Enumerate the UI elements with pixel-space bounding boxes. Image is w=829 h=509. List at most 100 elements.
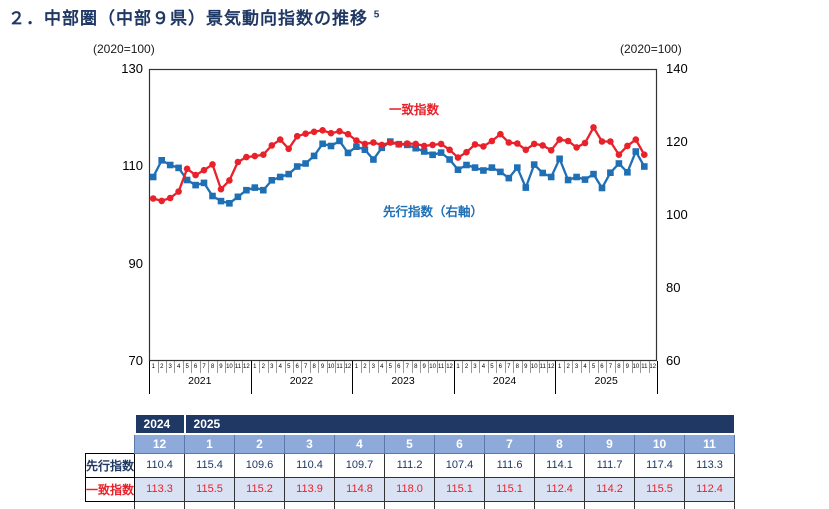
coincident-value-cell: 115.5 xyxy=(184,476,236,502)
coincident-marker xyxy=(370,139,377,146)
leading-marker xyxy=(149,173,157,181)
leading-marker xyxy=(336,137,343,145)
leading-value-cell: 109.6 xyxy=(234,452,286,478)
month-tick-mark xyxy=(369,361,371,373)
coincident-marker xyxy=(361,140,369,148)
coincident-marker xyxy=(209,161,216,168)
year-boundary-tick xyxy=(657,361,658,394)
coincident-marker xyxy=(590,124,597,131)
month-tick-mark xyxy=(318,361,320,373)
coincident-marker xyxy=(471,141,479,148)
month-tick-mark xyxy=(428,361,430,373)
leading-marker xyxy=(361,146,369,153)
month-tick-label: 11 xyxy=(336,364,343,370)
coincident-marker xyxy=(302,130,309,137)
leading-marker xyxy=(268,177,276,184)
coincident-marker xyxy=(285,145,292,153)
month-tick-label: 5 xyxy=(287,364,291,370)
month-tick-mark xyxy=(530,361,531,373)
coincident-marker xyxy=(429,141,436,149)
leading-value-cell: 113.3 xyxy=(684,452,736,478)
month-tick-mark xyxy=(640,361,642,373)
right-axis-tick: 120 xyxy=(666,134,688,149)
coincident-marker xyxy=(497,130,504,138)
coincident-value-cell: 112.4 xyxy=(684,476,736,502)
leading-marker xyxy=(226,200,233,207)
leading-marker xyxy=(615,160,623,167)
year-label: 2021 xyxy=(188,375,212,387)
leading-value-cell: 110.4 xyxy=(284,452,336,478)
month-tick-mark xyxy=(563,361,565,373)
page-title-superscript: 5 xyxy=(373,9,381,21)
coincident-marker xyxy=(175,188,182,195)
coincident-value-cell: 113.9 xyxy=(284,476,336,502)
leading-marker xyxy=(353,143,360,150)
leading-marker xyxy=(530,161,538,168)
leading-value-cell: 115.4 xyxy=(184,452,236,478)
coincident-value-cell: 114.2 xyxy=(584,476,636,502)
month-tick-label: 10 xyxy=(632,364,640,370)
partial-cell xyxy=(634,500,686,509)
left-axis-tick: 130 xyxy=(121,61,143,76)
month-tick-mark xyxy=(487,361,489,373)
table-corner-cell xyxy=(86,414,135,434)
leading-value-cell: 107.4 xyxy=(434,452,486,478)
right-axis-tick: 140 xyxy=(666,61,688,76)
coincident-marker xyxy=(641,151,648,158)
coincident-marker xyxy=(268,142,276,149)
month-header-cell: 1 xyxy=(184,433,236,454)
month-tick-label: 2 xyxy=(464,364,469,370)
coincident-value-cell: 118.0 xyxy=(384,476,436,502)
coincident-value-cell: 115.5 xyxy=(634,476,686,502)
month-header-cell: 11 xyxy=(684,433,736,454)
coincident-marker xyxy=(437,140,445,148)
month-tick-label: 10 xyxy=(327,364,335,370)
leading-marker xyxy=(437,149,445,156)
left-axis-caption: (2020=100) xyxy=(93,42,155,56)
leading-marker xyxy=(192,181,199,189)
month-tick-label: 10 xyxy=(226,364,233,370)
page-title-text: ２．中部圏（中部９県）景気動向指数の推移 xyxy=(8,9,368,28)
month-tick-mark xyxy=(419,361,421,373)
month-tick-mark xyxy=(292,361,294,373)
partial-cell xyxy=(234,500,286,509)
coincident-marker xyxy=(310,128,318,136)
leading-marker xyxy=(310,152,318,160)
month-tick-label: 6 xyxy=(295,364,299,370)
month-tick-mark xyxy=(284,361,286,373)
month-tick-label: 6 xyxy=(193,364,198,370)
coincident-marker xyxy=(336,128,343,135)
month-tick-label: 3 xyxy=(168,364,172,370)
month-tick-mark xyxy=(580,361,582,373)
month-tick-label: 5 xyxy=(388,364,393,370)
month-tick-label: 5 xyxy=(185,364,189,370)
coincident-marker xyxy=(387,139,394,146)
month-tick-label: 3 xyxy=(371,364,376,370)
coincident-marker xyxy=(403,140,411,147)
month-tick-mark xyxy=(233,361,235,373)
month-header-cell: 3 xyxy=(284,433,336,454)
coincident-marker xyxy=(522,146,530,154)
left-axis-tick: 90 xyxy=(128,255,143,271)
month-tick-label: 12 xyxy=(446,364,453,370)
month-tick-label: 9 xyxy=(625,364,630,370)
page-title: ２．中部圏（中部９県）景気動向指数の推移 5 xyxy=(8,4,380,29)
month-tick-mark xyxy=(411,361,413,373)
month-tick-mark xyxy=(276,361,277,373)
leading-marker xyxy=(480,167,487,174)
month-tick-mark xyxy=(445,361,447,373)
month-tick-label: 5 xyxy=(591,364,596,370)
month-tick-label: 7 xyxy=(608,364,613,370)
leading-marker xyxy=(183,176,191,184)
leading-marker xyxy=(632,148,640,155)
leading-value-cell: 109.7 xyxy=(334,452,386,478)
coincident-value-cell: 115.2 xyxy=(234,476,286,502)
table-corner-cell xyxy=(86,434,135,453)
leading-marker xyxy=(175,164,182,172)
coincident-marker xyxy=(632,136,640,143)
leading-value-cell: 114.1 xyxy=(534,452,586,478)
month-tick-label: 9 xyxy=(524,364,528,370)
month-tick-label: 6 xyxy=(600,364,604,370)
leading-value-cell: 117.4 xyxy=(634,452,686,478)
